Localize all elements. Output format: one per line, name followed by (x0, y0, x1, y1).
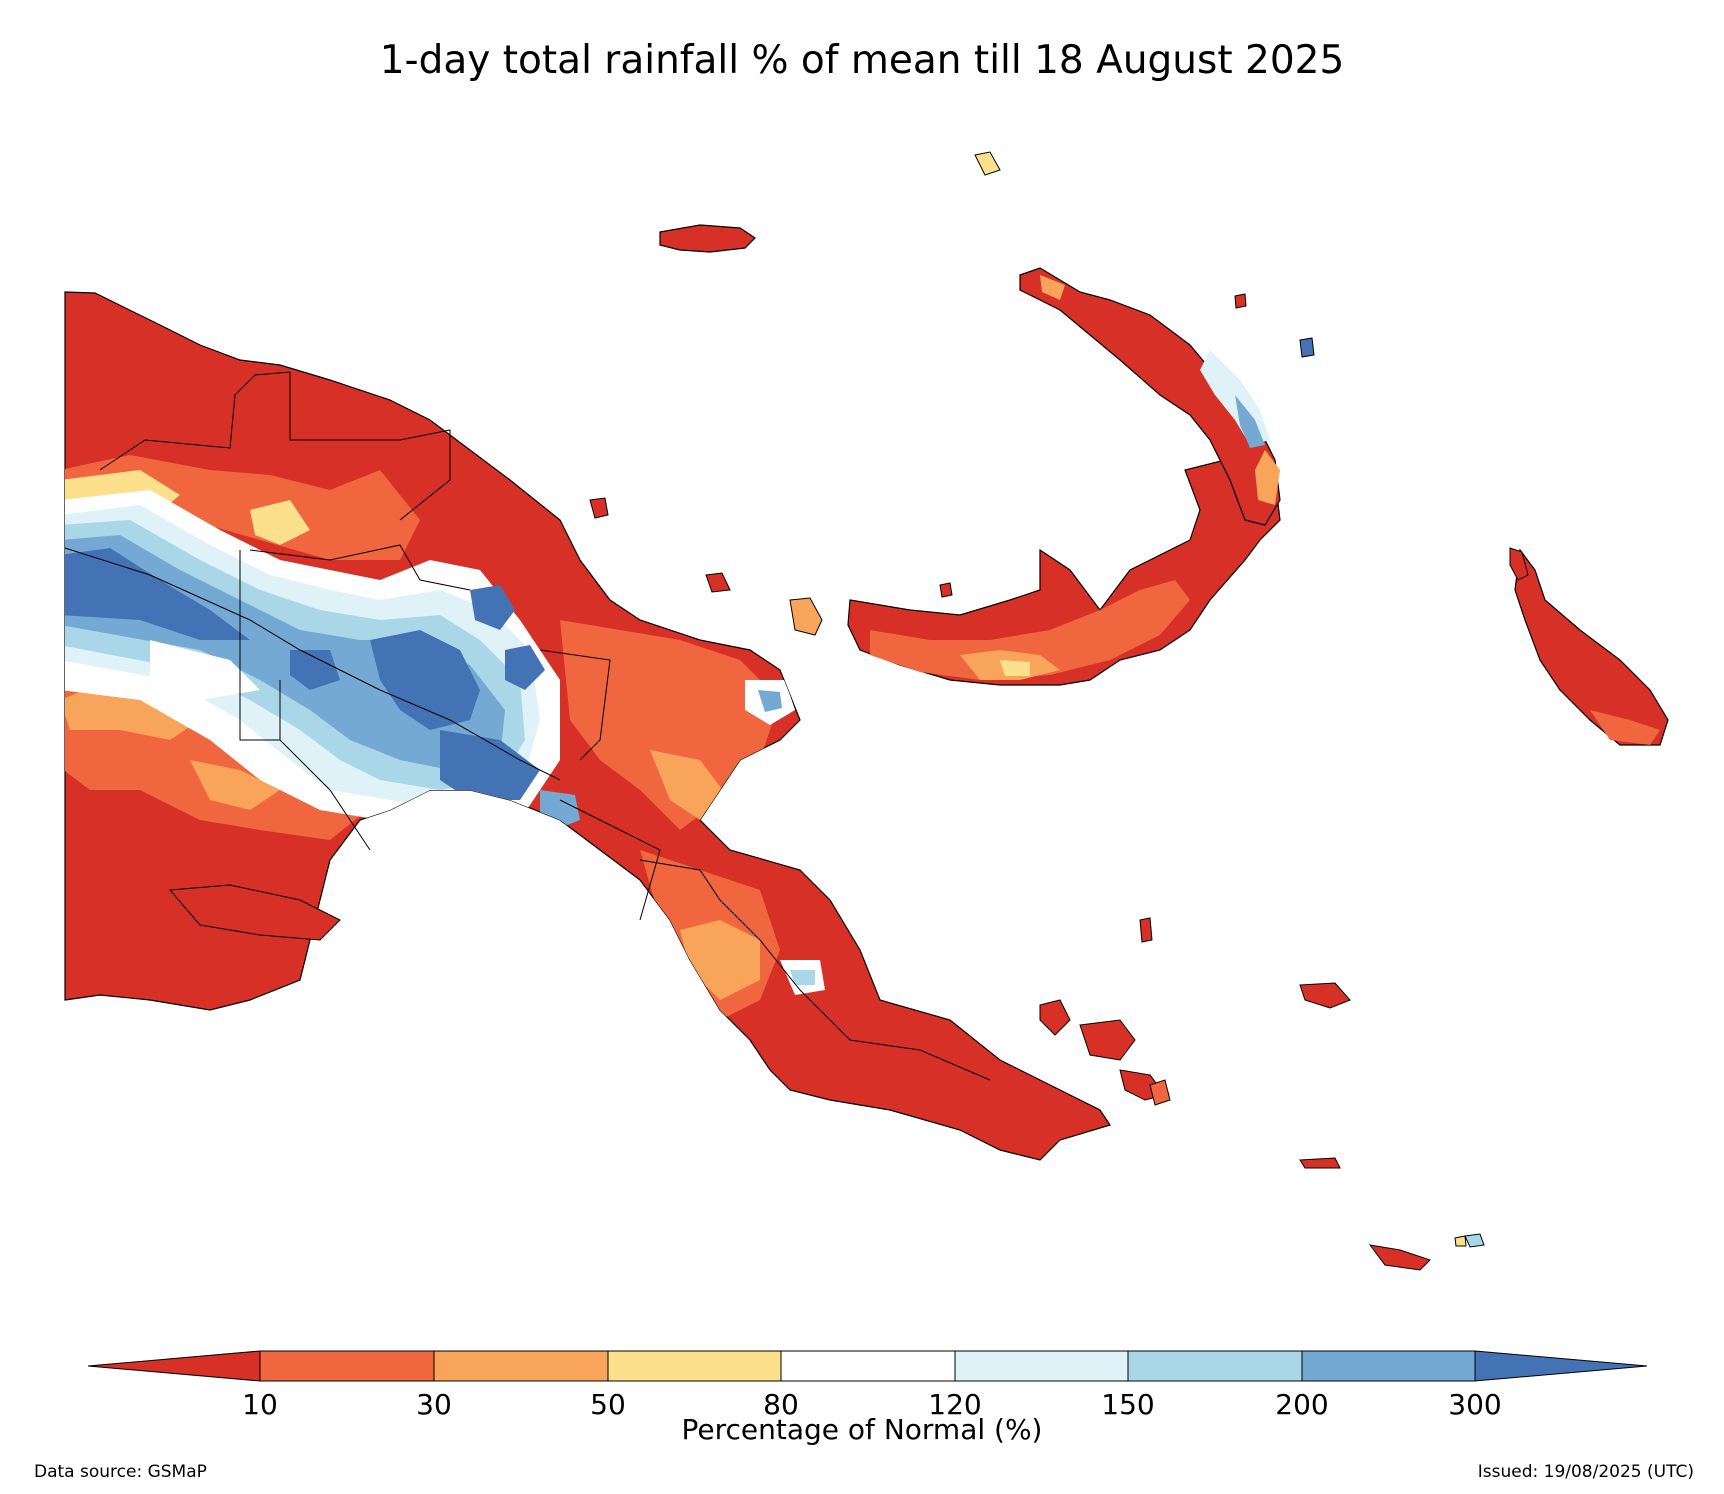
colorbar-tick-label: 80 (763, 1388, 799, 1421)
data-source: Data source: GSMaP (34, 1462, 207, 1482)
colorbar-segment-150-200 (1127, 1350, 1303, 1382)
colorbar-min-arrow (87, 1350, 261, 1382)
colorbar-label: Percentage of Normal (%) (681, 1413, 1043, 1446)
colorbar-segment-80-120 (780, 1350, 956, 1382)
issued-date: Issued: 19/08/2025 (UTC) (1477, 1462, 1694, 1482)
mainland-rainfall-contours (65, 455, 825, 1020)
colorbar-tick-label: 120 (928, 1388, 981, 1421)
colorbar-segment-120-150 (954, 1350, 1129, 1382)
colorbar-max-arrow (1474, 1350, 1648, 1382)
small-island (589, 497, 609, 519)
colorbar-tick-label: 10 (242, 1388, 278, 1421)
manus-island (659, 224, 756, 253)
buka-island (1509, 547, 1529, 581)
province-borders (64, 371, 991, 1081)
colorbar-tick-label: 150 (1101, 1388, 1154, 1421)
colorbar-segment-10-30 (259, 1350, 435, 1382)
colorbar-segment-50-80 (607, 1350, 782, 1382)
colorbar-tick-label: 200 (1275, 1388, 1328, 1421)
bougainville-island (1514, 548, 1669, 746)
milne-bay-islands (1079, 1019, 1136, 1061)
colorbar-segment-30-50 (433, 1350, 609, 1382)
colorbar-segment-200-300 (1301, 1350, 1476, 1382)
colorbar-tick-label: 300 (1448, 1388, 1501, 1421)
map-title: 1-day total rainfall % of mean till 18 A… (379, 38, 1345, 83)
colorbar-tick-label: 30 (416, 1388, 452, 1421)
colorbar-tick-label: 50 (590, 1388, 626, 1421)
